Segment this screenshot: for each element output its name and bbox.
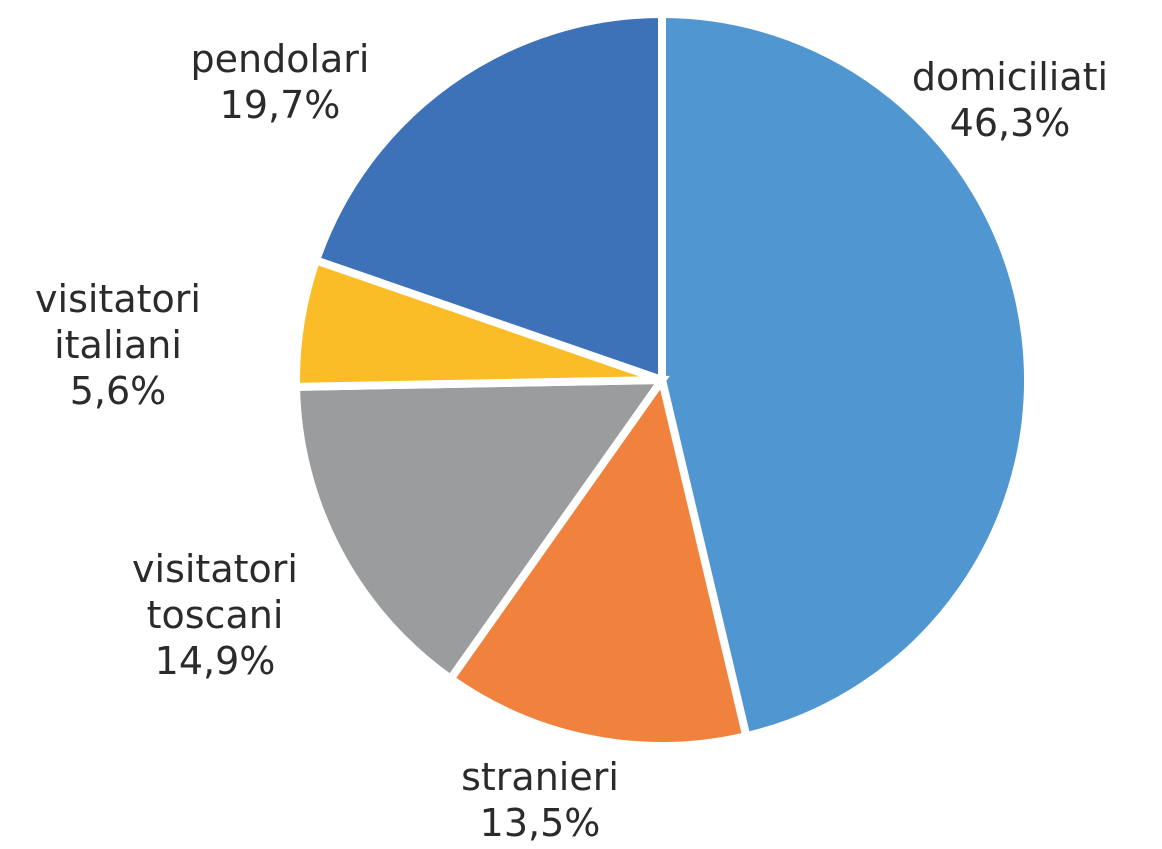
- category-label: visitatori toscani: [132, 547, 298, 637]
- value-label: 19,7%: [219, 83, 341, 127]
- slice-label: visitatori italiani 5,6%: [3, 276, 233, 414]
- category-label: domiciliati: [911, 55, 1109, 99]
- slice-label: stranieri 13,5%: [425, 754, 655, 846]
- slice-label: visitatori toscani 14,9%: [100, 546, 330, 684]
- slice-label: domiciliati 46,3%: [875, 54, 1145, 146]
- category-label: pendolari: [190, 37, 370, 81]
- pie-slice: [311, 9, 666, 386]
- pie-slice: [445, 370, 752, 750]
- slice-label: pendolari 19,7%: [165, 36, 395, 128]
- value-label: 46,3%: [949, 101, 1071, 145]
- value-label: 14,9%: [154, 639, 276, 683]
- value-label: 13,5%: [479, 801, 601, 845]
- category-label: stranieri: [461, 755, 619, 799]
- category-label: visitatori italiani: [35, 277, 201, 367]
- pie-slice: [291, 375, 670, 685]
- pie-slice: [658, 9, 1032, 741]
- value-label: 5,6%: [69, 369, 167, 413]
